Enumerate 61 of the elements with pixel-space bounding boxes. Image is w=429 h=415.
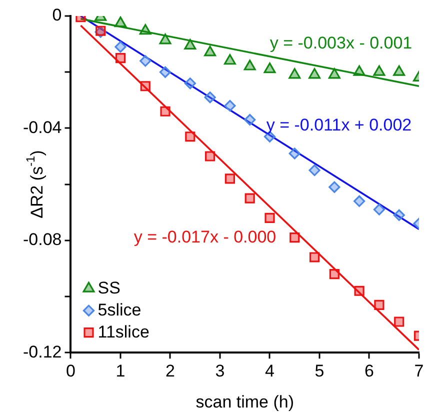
point [204,92,216,104]
y-tick-label: -0.08 [23,230,62,250]
point [184,38,196,50]
x-tick-label: 4 [265,361,274,380]
point [184,78,196,90]
annotation: y = -0.017x - 0.000 [134,228,276,247]
annotation: y = -0.011x + 0.002 [266,116,412,135]
legend-label: 5slice [98,300,142,320]
x-tick-label: 2 [166,361,175,380]
point [328,181,340,193]
legend-label: SS [98,278,120,298]
legend-label: 11slice [98,322,150,342]
y-tick-label: -0.12 [23,342,62,362]
point [244,60,256,70]
point [224,174,235,184]
point [115,53,126,64]
point [290,232,300,243]
point [373,65,386,76]
point [373,204,385,216]
point [204,46,216,56]
point [224,54,236,65]
point [394,316,404,327]
point [140,55,152,67]
annotation: y = -0.003x - 0.001 [270,34,412,53]
point [393,209,405,221]
point [139,24,152,35]
point [393,65,406,76]
point [288,148,300,160]
point [264,62,276,74]
x-tick-label: 3 [215,361,225,380]
point [309,252,320,262]
x-axis-title: scan time (h) [196,392,294,412]
point [224,100,236,112]
point [354,195,366,207]
point [244,114,256,126]
y-tick-label: -0.04 [23,118,62,137]
point [264,212,275,224]
point [329,269,340,280]
point [288,68,301,79]
point [114,16,126,28]
point [308,164,320,176]
point [353,65,366,76]
y-tick-label: 0 [52,6,62,25]
x-tick-label: 7 [414,361,424,380]
x-tick-label: 0 [66,361,76,380]
point [354,286,364,296]
x-tick-label: 1 [116,361,126,380]
point [140,81,150,92]
x-tick-label: 5 [314,361,324,380]
point [328,68,340,79]
point [205,151,216,162]
point [114,41,126,53]
point [159,34,172,44]
y-axis-title: ΔR2 (s-1) [23,150,47,218]
x-tick-label: 6 [364,361,374,380]
point [244,193,255,204]
point [185,132,196,142]
point [159,66,172,78]
point [374,300,384,310]
point [308,68,321,79]
point [160,106,170,116]
